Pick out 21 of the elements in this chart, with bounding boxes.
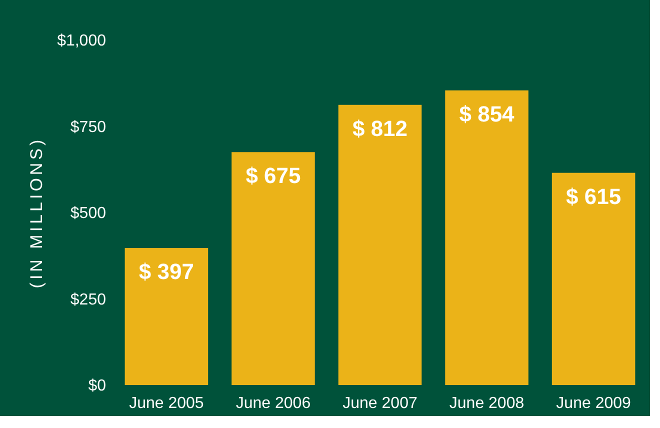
x-tick-label: June 2007 bbox=[342, 395, 418, 412]
bar bbox=[552, 172, 636, 385]
data-label: $ 812 bbox=[352, 116, 408, 141]
bar bbox=[445, 90, 528, 385]
data-label: $ 854 bbox=[459, 101, 516, 126]
bar bbox=[124, 248, 208, 385]
x-tick-label: June 2009 bbox=[556, 395, 632, 412]
y-tick-label: $1,000 bbox=[57, 32, 106, 50]
y-tick-label: $250 bbox=[70, 291, 106, 308]
x-tick-label: June 2005 bbox=[129, 395, 204, 412]
x-tick-label: June 2008 bbox=[449, 395, 524, 412]
y-tick-label: $500 bbox=[70, 205, 106, 222]
x-tick-label: June 2006 bbox=[236, 395, 311, 412]
y-tick-label: $0 bbox=[88, 378, 106, 395]
data-label: $ 397 bbox=[138, 259, 194, 284]
data-label: $ 675 bbox=[246, 163, 301, 188]
y-tick-label: $750 bbox=[70, 118, 106, 136]
bar bbox=[232, 152, 315, 385]
y-axis-title: (IN MILLIONS) bbox=[27, 136, 46, 288]
bar bbox=[338, 104, 422, 385]
data-label: $ 615 bbox=[566, 184, 622, 209]
